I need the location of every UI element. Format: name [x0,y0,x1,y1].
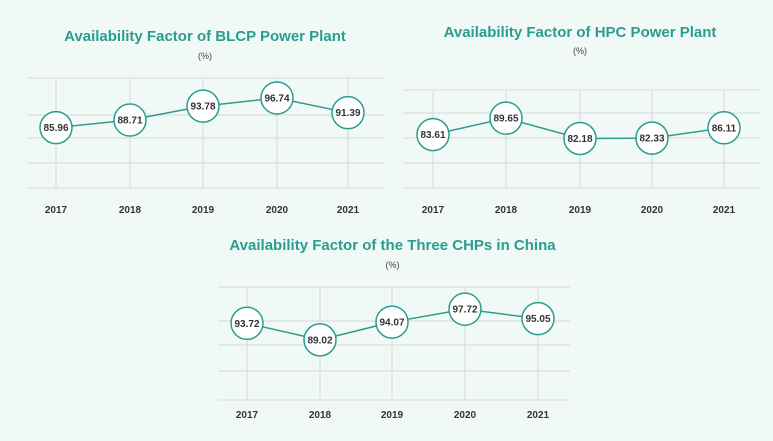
x-tick-label: 2019 [192,205,215,216]
x-tick-label: 2017 [45,205,68,216]
data-point [260,81,294,115]
x-tick-label: 2019 [569,205,592,216]
line-chart: 93.72 89.02 94.07 97.72 95.05 2017 2018 2019 202… [218,286,570,421]
data-point [635,121,669,155]
data-label: 86.11 [712,123,737,134]
data-label: 83.61 [420,130,445,141]
data-point [331,95,365,130]
data-point [39,110,73,145]
chart-unit: (%) [385,260,400,270]
data-label: 96.74 [264,93,289,104]
data-label: 89.65 [493,114,518,125]
x-tick-label: 2021 [527,410,550,421]
data-point [113,103,147,137]
x-tick-label: 2021 [337,205,360,216]
data-point [489,101,523,135]
chart-title: Availability Factor of BLCP Power Plant [64,28,346,45]
chart-title: Availability Factor of HPC Power Plant [443,24,717,41]
data-point [230,306,264,341]
data-point [416,117,450,152]
x-tick-label: 2017 [422,205,445,216]
data-label: 95.05 [525,314,550,325]
chart-unit: (%) [573,46,587,56]
x-tick-label: 2018 [495,205,518,216]
hpc-chart: Availability Factor of HPC Power Plant (… [400,24,760,220]
chart-unit: (%) [198,51,212,61]
data-label: 88.71 [117,116,142,127]
x-tick-label: 2021 [713,205,736,216]
data-label: 89.02 [307,335,332,346]
data-point [707,111,741,145]
data-point [303,323,337,357]
data-point [448,292,482,326]
data-point [563,121,597,156]
x-tick-label: 2020 [454,410,477,421]
chart-title: Availability Factor of the Three CHPs in… [229,237,556,254]
x-tick-label: 2018 [309,410,332,421]
data-label: 91.39 [335,108,360,119]
line-chart: 85.96 88.71 93.78 96.74 91.39 2017 2018 2019 202… [28,77,385,216]
blcp-chart: Availability Factor of BLCP Power Plant … [25,28,385,220]
x-tick-label: 2017 [236,410,259,421]
data-label: 93.78 [190,102,215,113]
data-label: 94.07 [379,318,404,329]
x-tick-label: 2018 [119,205,142,216]
data-label: 97.72 [452,305,477,316]
data-label: 82.33 [639,134,664,145]
x-tick-label: 2020 [641,205,664,216]
data-label: 93.72 [234,319,259,330]
data-label: 85.96 [43,123,68,134]
line-chart: 83.61 89.65 82.18 82.33 86.11 2017 2018 2019 202… [403,89,760,216]
data-point [521,301,555,336]
data-label: 82.18 [567,134,592,145]
china-chps-chart: Availability Factor of the Three CHPs in… [215,237,570,427]
data-point [375,305,409,339]
x-tick-label: 2019 [381,410,404,421]
x-tick-label: 2020 [266,205,289,216]
data-point [186,89,220,123]
grid [218,286,570,401]
